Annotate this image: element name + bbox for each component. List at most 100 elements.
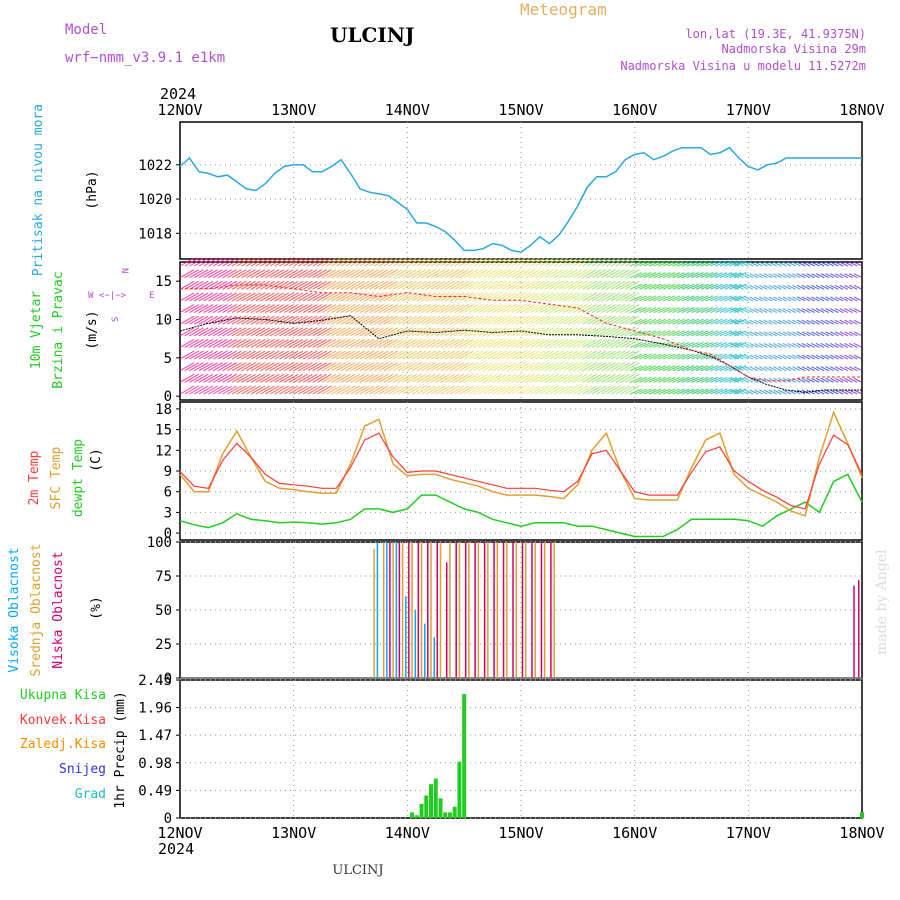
wind-barb bbox=[714, 341, 728, 348]
wind-barb bbox=[222, 350, 237, 360]
wind-barb bbox=[787, 273, 796, 279]
wind-barb bbox=[714, 376, 728, 383]
wind-barb bbox=[444, 292, 460, 302]
wind-barb bbox=[763, 296, 773, 302]
wind-barb bbox=[501, 350, 517, 360]
model-elevation-info: Nadmorska Visina u modelu 11.5272m bbox=[620, 59, 866, 73]
wind-barb bbox=[830, 343, 839, 348]
wind-barb bbox=[321, 280, 337, 290]
wind-barb bbox=[658, 376, 671, 383]
wind-barb bbox=[430, 350, 446, 360]
wind-barb bbox=[615, 362, 630, 372]
wind-barb bbox=[677, 388, 690, 395]
wind-barb bbox=[662, 283, 676, 290]
wind-barb bbox=[444, 304, 460, 313]
time-tick-bottom: 15NOV bbox=[498, 824, 543, 842]
wind-barb bbox=[217, 373, 233, 383]
wind-barb bbox=[478, 327, 493, 337]
wind-barb bbox=[321, 257, 337, 267]
wind-barb bbox=[754, 319, 763, 325]
wind-barb bbox=[729, 295, 742, 302]
wind-barb bbox=[212, 269, 228, 279]
wind-barb bbox=[572, 292, 588, 302]
wind-barb bbox=[792, 296, 801, 302]
wind-barb bbox=[440, 304, 455, 313]
wind-barb bbox=[773, 389, 782, 395]
wind-barb bbox=[430, 315, 446, 325]
wind-barb bbox=[198, 292, 214, 302]
wind-barb bbox=[639, 353, 652, 360]
wind-barb bbox=[735, 308, 744, 313]
wind-barb bbox=[283, 292, 299, 302]
wind-barb bbox=[735, 296, 744, 302]
wind-barb bbox=[787, 296, 796, 302]
wind-barb bbox=[620, 269, 635, 279]
wind-barb bbox=[601, 280, 616, 290]
wind-barb bbox=[397, 327, 413, 337]
wind-barb bbox=[293, 350, 308, 360]
wind-barb bbox=[454, 269, 469, 279]
wind-barb bbox=[686, 330, 699, 337]
precip-unit: 1hr Precip (mm) bbox=[113, 691, 128, 808]
wind-barb bbox=[740, 273, 749, 279]
y-tick-label: 18 bbox=[155, 402, 172, 418]
wind-barb bbox=[354, 269, 370, 279]
wind-barb bbox=[620, 350, 635, 360]
wind-barb bbox=[577, 373, 593, 383]
wind-barb bbox=[269, 292, 285, 302]
wind-barb bbox=[236, 362, 252, 372]
wind-barb bbox=[373, 373, 389, 383]
wind-barb bbox=[658, 365, 671, 372]
wind-barb bbox=[298, 315, 313, 325]
wind-barb bbox=[643, 295, 657, 302]
wind-barb bbox=[364, 339, 379, 348]
wind-barb bbox=[525, 315, 540, 325]
wind-barb bbox=[749, 284, 759, 290]
wind-barb bbox=[591, 339, 607, 348]
wind-barb bbox=[520, 327, 536, 337]
wind-barb bbox=[241, 350, 256, 360]
wind-barb bbox=[454, 304, 469, 313]
wind-barb bbox=[677, 283, 690, 290]
wind-barb bbox=[416, 269, 432, 279]
wind-barb bbox=[601, 315, 616, 325]
time-tick-bottom: 12NOV bbox=[157, 824, 202, 842]
wind-barb bbox=[411, 292, 427, 302]
wind-barb bbox=[227, 257, 242, 267]
wind-barb bbox=[359, 362, 375, 372]
wind-barb bbox=[449, 362, 465, 372]
wind-barb bbox=[222, 257, 237, 267]
wind-barb bbox=[274, 304, 289, 313]
wind-barb bbox=[844, 284, 853, 290]
wind-barb bbox=[426, 269, 441, 279]
wind-barb bbox=[208, 280, 223, 290]
wind-barb bbox=[222, 327, 237, 337]
wind-barb bbox=[478, 315, 493, 325]
wind-barb bbox=[269, 280, 285, 290]
wind-barb bbox=[730, 377, 740, 383]
wind-barb bbox=[782, 377, 792, 383]
wind-barb bbox=[520, 339, 536, 348]
wind-barb bbox=[648, 365, 662, 372]
wind-barb bbox=[302, 362, 318, 372]
wind-barb bbox=[416, 362, 432, 372]
wind-barb bbox=[849, 273, 858, 279]
wind-barb bbox=[782, 389, 792, 395]
wind-barb bbox=[834, 331, 844, 337]
wind-barb bbox=[459, 257, 474, 267]
wind-barb bbox=[279, 373, 294, 383]
wind-barb bbox=[620, 257, 635, 267]
wind-barb bbox=[516, 385, 531, 395]
wind-barb bbox=[354, 385, 370, 395]
wind-barb bbox=[265, 304, 280, 313]
wind-barb bbox=[189, 339, 204, 348]
wind-barb bbox=[563, 350, 578, 360]
wind-barb bbox=[331, 339, 346, 348]
wind-barb bbox=[487, 373, 503, 383]
precip-bar bbox=[462, 694, 467, 818]
wind-barb bbox=[184, 292, 199, 302]
wind-barb bbox=[525, 257, 540, 267]
wind-barb bbox=[553, 350, 569, 360]
wind-barb bbox=[820, 273, 830, 279]
wind-barb bbox=[667, 295, 681, 302]
